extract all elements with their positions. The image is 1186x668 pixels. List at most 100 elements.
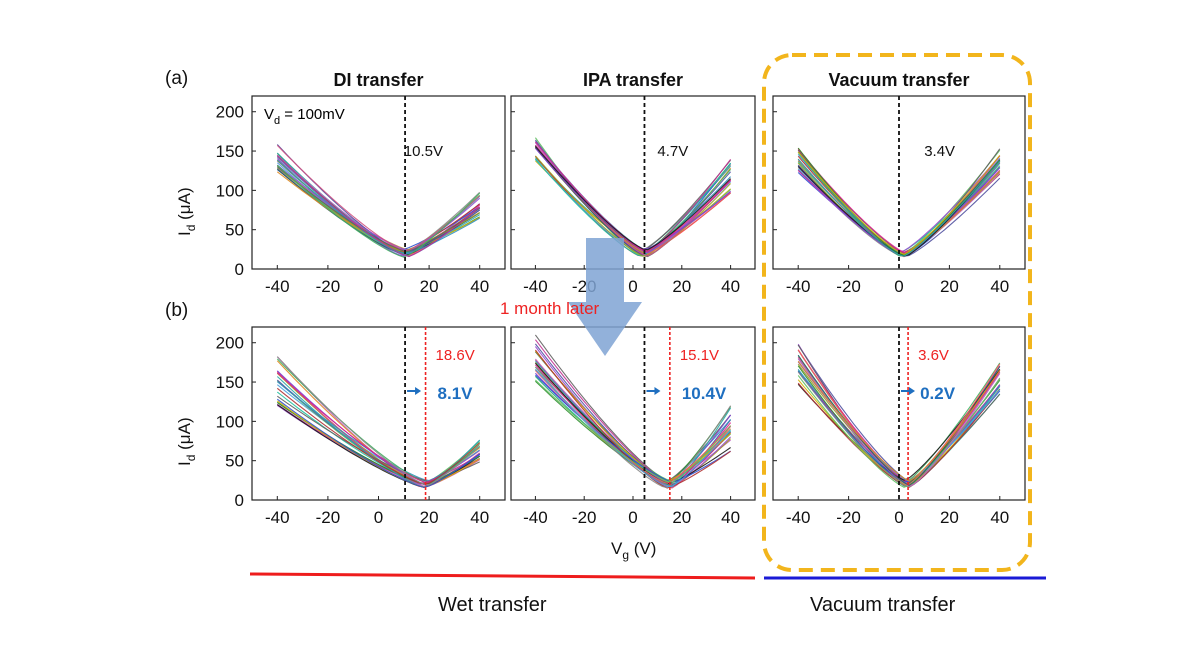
y-tick-label: 150 [216,373,244,392]
ylabel-top: Id (μA) [175,187,198,236]
arrow-label: 1 month later [500,299,600,318]
ylabel-bottom-sub: d [184,455,198,462]
wet-transfer-line [249,572,756,580]
x-tick-label: -40 [523,277,548,296]
data-curve [276,155,481,258]
xlabel: Vg (V) [611,539,656,562]
xlabel-rest: (V) [629,539,656,558]
y-tick-label: 0 [235,260,244,279]
data-curve [276,356,481,486]
shift-arrow-icon [415,387,422,395]
x-tick-label: 0 [374,508,383,527]
panel-title: IPA transfer [583,70,683,90]
panel-label-a: (a) [165,68,188,89]
x-tick-label: 20 [672,277,691,296]
data-curve [534,155,731,257]
x-tick-label: 0 [374,277,383,296]
x-tick-label: 40 [470,277,489,296]
x-tick-label: 20 [940,508,959,527]
x-tick-label: 0 [628,508,637,527]
panel-1: -40 -20 0 20 40 0 50 100 150 200 DI transfer 10.5V [216,70,506,296]
vacuum-transfer-label: Vacuum transfer [810,594,956,616]
vd-rest: = 100mV [280,106,345,123]
data-curve [276,156,480,256]
curve-group [276,356,481,489]
panel-5: -40 -20 0 20 40 15.1V 10.4V [510,326,756,527]
x-tick-label: 40 [990,277,1009,296]
xlabel-sub: g [622,548,629,562]
dirac-black-label: 4.7V [657,143,688,160]
x-tick-label: 20 [420,277,439,296]
x-tick-label: 40 [721,508,740,527]
y-tick-label: 100 [216,181,244,200]
vd-annotation: Vd = 100mV [264,106,345,127]
data-curve [276,164,481,258]
data-curve [276,166,481,252]
x-tick-label: 20 [672,508,691,527]
data-curve [534,158,732,257]
one-month-arrow: 1 month later [500,238,642,356]
vd-sub: d [274,115,280,127]
x-tick-label: 0 [894,277,903,296]
x-tick-label: -40 [786,508,811,527]
x-tick-label: -20 [316,508,341,527]
shift-label: 10.4V [682,384,727,403]
shift-label: 0.2V [920,384,956,403]
y-tick-label: 100 [216,412,244,431]
curve-group [534,334,732,489]
x-tick-label: 20 [940,277,959,296]
x-tick-label: 40 [470,508,489,527]
data-curve [534,339,732,486]
ylabel-top-rest: (μA) [175,187,194,224]
data-curve [276,387,481,485]
ylabel-top-main: I [175,231,194,236]
dirac-black-label: 10.5V [404,143,443,160]
data-curve [535,374,731,483]
shift-arrow-icon [909,387,915,395]
wet-transfer-label: Wet transfer [438,594,547,616]
y-tick-label: 50 [225,221,244,240]
x-tick-label: -20 [572,508,597,527]
data-curve [276,398,481,488]
x-tick-label: -40 [523,508,548,527]
x-tick-label: -40 [786,277,811,296]
panel-4: -40 -20 0 20 40 0 50 100 150 200 18.6V 8.1V [216,326,506,527]
xlabel-main: V [611,539,623,558]
x-tick-label: -20 [316,277,341,296]
curve-group [276,144,481,258]
data-curve [534,139,732,256]
dirac-red-label: 3.6V [918,347,949,364]
data-curve [276,145,481,252]
x-tick-label: -40 [265,508,290,527]
shift-arrow-icon [654,387,661,395]
x-tick-label: 0 [894,508,903,527]
panel-3: -40 -20 0 20 40 Vacuum transfer 3.4V [772,70,1026,296]
data-curve [797,158,1001,257]
panel-6: -40 -20 0 20 40 3.6V 0.2V [772,326,1026,527]
ylabel-bottom: Id (μA) [175,417,198,466]
x-tick-label: -20 [836,277,861,296]
down-arrow-icon [568,238,642,356]
shift-label: 8.1V [438,384,474,403]
x-tick-label: 40 [990,508,1009,527]
ylabel-bottom-rest: (μA) [175,417,194,454]
y-tick-label: 0 [235,491,244,510]
data-curve [535,379,732,483]
vacuum-highlight-box [762,53,1032,572]
dirac-red-label: 15.1V [680,347,719,364]
y-tick-label: 150 [216,142,244,161]
x-tick-label: 40 [721,277,740,296]
panel-title: DI transfer [333,70,423,90]
x-tick-label: -20 [836,508,861,527]
data-curve [534,146,731,251]
dirac-red-label: 18.6V [436,347,475,364]
x-tick-label: 20 [420,508,439,527]
x-tick-label: -40 [265,277,290,296]
data-curve [797,344,1001,486]
ylabel-top-sub: d [184,225,198,232]
y-tick-label: 50 [225,452,244,471]
panel-title: Vacuum transfer [828,70,969,90]
data-curve [534,368,732,488]
